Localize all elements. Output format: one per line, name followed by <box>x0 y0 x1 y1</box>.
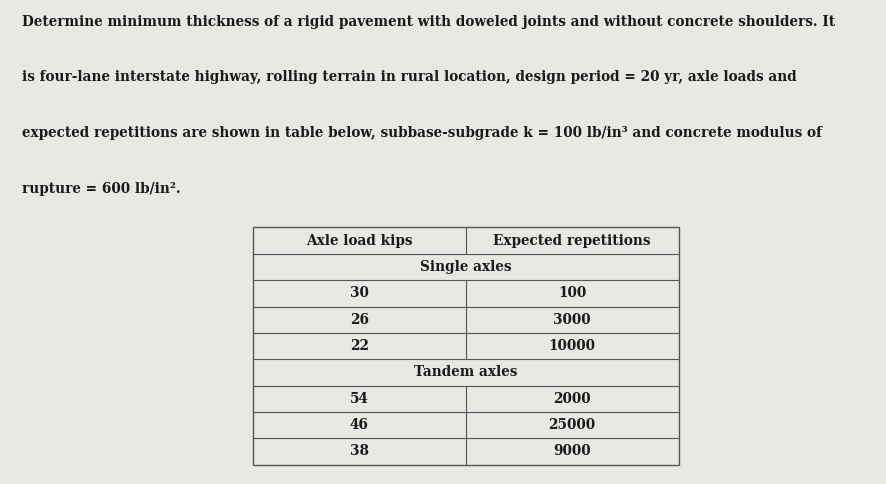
Text: Determine minimum thickness of a rigid pavement with doweled joints and without : Determine minimum thickness of a rigid p… <box>22 15 835 29</box>
Text: 54: 54 <box>349 392 369 406</box>
Text: expected repetitions are shown in table below, subbase-subgrade k = 100 lb/in³ a: expected repetitions are shown in table … <box>22 126 821 140</box>
Text: is four-lane interstate highway, rolling terrain in rural location, design perio: is four-lane interstate highway, rolling… <box>22 70 796 84</box>
Text: 22: 22 <box>349 339 369 353</box>
Text: Expected repetitions: Expected repetitions <box>493 234 650 248</box>
Text: 10000: 10000 <box>548 339 595 353</box>
Text: 38: 38 <box>349 444 369 458</box>
Text: 2000: 2000 <box>553 392 590 406</box>
Text: 30: 30 <box>349 287 369 301</box>
Text: 26: 26 <box>349 313 369 327</box>
Text: 9000: 9000 <box>553 444 590 458</box>
Text: Single axles: Single axles <box>419 260 511 274</box>
Text: 3000: 3000 <box>553 313 590 327</box>
Text: 46: 46 <box>349 418 369 432</box>
Text: 100: 100 <box>557 287 586 301</box>
Text: Tandem axles: Tandem axles <box>414 365 517 379</box>
Text: rupture = 600 lb/in².: rupture = 600 lb/in². <box>22 182 181 196</box>
Text: Axle load kips: Axle load kips <box>306 234 412 248</box>
Text: 25000: 25000 <box>548 418 595 432</box>
